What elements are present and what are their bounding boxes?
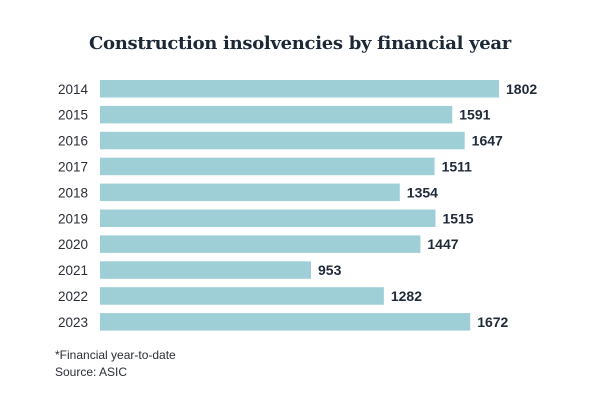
bar-2017 — [100, 157, 435, 176]
value-label: 953 — [318, 262, 342, 278]
value-label: 1282 — [391, 288, 422, 304]
value-label: 1647 — [472, 133, 503, 149]
category-label: 2023 — [58, 315, 88, 330]
category-label: 2022 — [58, 289, 88, 304]
value-label: 1354 — [407, 184, 438, 200]
bar-2015 — [100, 105, 453, 124]
source-note: Source: ASIC — [55, 365, 128, 379]
value-label: 1511 — [442, 158, 473, 174]
bar-2022 — [100, 287, 384, 305]
bar-2016 — [100, 131, 465, 150]
category-label: 2021 — [58, 263, 88, 278]
bar-2021 — [100, 261, 312, 279]
bar-2019 — [100, 209, 436, 227]
bar-2023 — [100, 313, 471, 331]
category-label: 2016 — [58, 134, 88, 149]
bar-2020 — [100, 235, 421, 253]
category-label: 2019 — [58, 211, 88, 226]
category-label: 2015 — [58, 108, 88, 123]
value-label: 1802 — [506, 81, 537, 97]
chart-title: Construction insolvencies by financial y… — [89, 33, 511, 54]
category-label: 2014 — [58, 82, 89, 97]
value-label: 1515 — [442, 210, 473, 226]
value-label: 1447 — [427, 236, 458, 252]
category-label: 2020 — [58, 237, 88, 252]
value-label: 1591 — [459, 107, 490, 123]
value-label: 1672 — [477, 314, 508, 330]
category-label: 2018 — [58, 185, 88, 200]
category-label: 2017 — [58, 159, 88, 174]
footnote: *Financial year-to-date — [55, 348, 176, 362]
bar-2018 — [100, 183, 400, 202]
bar-2014 — [100, 80, 499, 98]
